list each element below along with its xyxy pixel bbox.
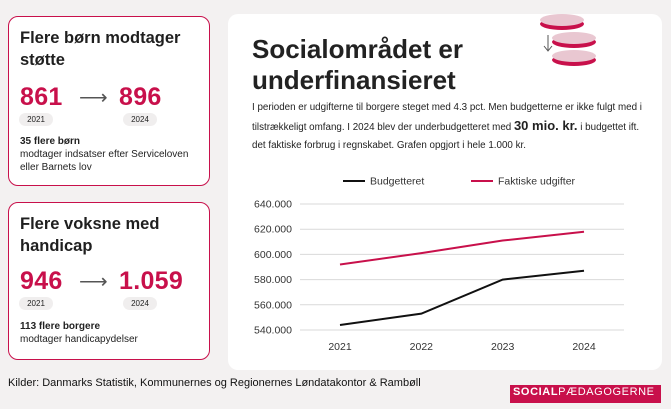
brand-logo [510,385,661,403]
chart-grid [300,203,624,331]
y-axis: 540.000 560.000 580.000 600.000 620.000 640.0… [254,199,292,337]
y-tick-label: 540.000 [254,325,292,337]
arrow-right-icon: ⟶ [79,271,108,293]
line-chart: Budgetteret Faktiske udgifter 540.000 560.… [254,176,624,353]
lead-text: I perioden er udgifterne til borgere ste… [252,99,652,155]
legend-label: Budgetteret [370,176,424,188]
desc-text: modtager indsatser efter Serviceloven el… [20,149,189,173]
series-line-faktiske-udgifter [339,230,585,266]
desc-bold: 35 flere børn [20,136,81,147]
to-value: 896 [119,83,162,111]
y-tick-label: 620.000 [254,224,292,236]
legend-label: Faktiske udgifter [498,176,576,188]
card-title: Flere børn modtager støtte [20,29,181,69]
x-tick-label: 2022 [410,341,434,353]
from-value: 861 [20,83,63,111]
desc-bold: 113 flere borgere [20,321,101,332]
card-description: 113 flere borgere modtager handicapydels… [20,320,205,346]
x-axis: 2021 2022 2023 2024 [328,341,596,353]
to-year-badge: 2024 [123,113,157,126]
x-tick-label: 2024 [572,341,596,353]
adults-stat-card: Flere voksne med handicap 946 ⟶ 1.059 20… [8,202,210,360]
children-stat-card: Flere børn modtager støtte 861 ⟶ 896 202… [8,16,210,186]
series-line-budgetteret [339,269,585,326]
y-tick-label: 640.000 [254,199,292,211]
main-panel: Socialområdet er underfinansieret I peri… [228,14,662,370]
arrow-right-icon: ⟶ [79,87,108,109]
desc-text: modtager handicapydelser [20,334,138,345]
card-title: Flere voksne med handicap [20,215,160,255]
logo-right: PÆDAGOGERNE [558,386,655,398]
source-note: Kilder: Danmarks Statistik, Kommunernes … [8,377,421,389]
from-year-badge: 2021 [19,113,53,126]
brand-logo-text: SOCIALPÆDAGOGERNE [513,386,655,398]
logo-left: SOCIAL [513,386,559,398]
coin-stack-icon [540,14,596,66]
lead-emphasis: 30 mio. kr. [513,118,578,133]
from-year-badge: 2021 [19,297,53,310]
y-tick-label: 560.000 [254,299,292,311]
x-tick-label: 2023 [491,341,515,353]
series-lines [339,230,585,326]
lead-part1: I perioden er udgifterne til borgere ste… [252,102,642,133]
y-tick-label: 580.000 [254,274,292,286]
card-description: 35 flere børn modtager indsatser efter S… [20,135,205,174]
y-tick-label: 600.000 [254,249,292,261]
lead-part2: i budgettet ift. det faktiske forbrug i … [252,122,640,151]
arrow-down-icon [543,35,553,52]
headline: Socialområdet er underfinansieret [252,34,463,95]
from-value: 946 [20,267,63,295]
x-tick-label: 2021 [328,341,352,353]
to-value: 1.059 [119,267,184,295]
to-year-badge: 2024 [123,297,157,310]
chart-legend: Budgetteret Faktiske udgifter [343,176,576,188]
